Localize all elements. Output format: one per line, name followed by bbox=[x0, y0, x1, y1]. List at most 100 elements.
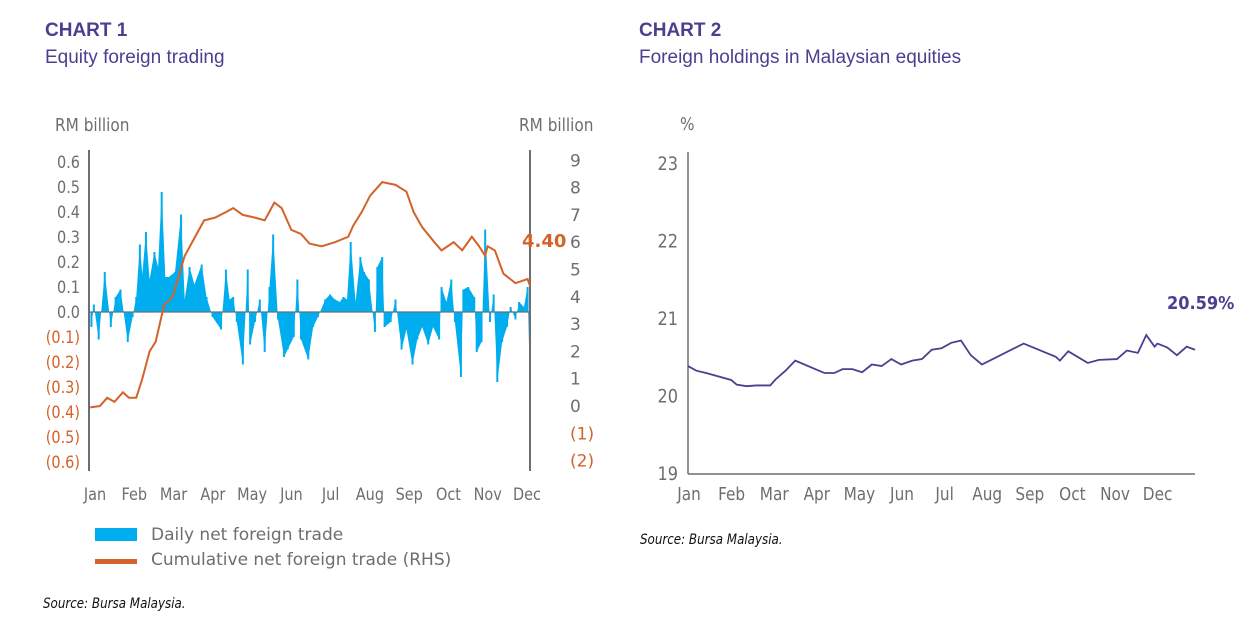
daily-trade-bar bbox=[475, 312, 478, 352]
x-tick-label: Dec bbox=[1143, 483, 1173, 505]
daily-trade-bar bbox=[505, 312, 508, 327]
daily-trade-bar bbox=[329, 294, 332, 312]
cumulative-end-annotation: 4.40 bbox=[522, 231, 566, 252]
x-tick-label: Dec bbox=[513, 484, 541, 504]
legend-swatch-daily bbox=[95, 528, 137, 541]
left-tick-label: 0.5 bbox=[57, 177, 80, 197]
chart2-axis-unit: % bbox=[680, 114, 695, 135]
x-tick-label: Oct bbox=[1059, 483, 1086, 505]
right-tick-label: 0 bbox=[570, 397, 581, 417]
right-tick-label: 1 bbox=[570, 370, 581, 390]
daily-trade-bar bbox=[346, 299, 349, 312]
daily-trade-bar bbox=[153, 252, 156, 312]
daily-trade-bar bbox=[307, 312, 310, 360]
daily-trade-bar bbox=[157, 267, 160, 312]
daily-trade-bar bbox=[514, 312, 517, 320]
x-tick-label: Jun bbox=[889, 483, 914, 505]
y-tick-label: 22 bbox=[657, 231, 678, 253]
daily-trade-bar bbox=[467, 287, 470, 312]
x-tick-label: Apr bbox=[804, 483, 831, 505]
left-tick-label: (0.5) bbox=[46, 427, 80, 447]
x-tick-label: Feb bbox=[718, 483, 745, 505]
daily-trade-bar bbox=[135, 297, 138, 312]
daily-trade-bar bbox=[432, 312, 435, 327]
daily-trade-bar bbox=[367, 279, 370, 312]
right-tick-label: 3 bbox=[570, 315, 581, 335]
daily-trade-bar bbox=[160, 192, 163, 312]
daily-trade-bar bbox=[445, 302, 448, 312]
right-tick-label: 2 bbox=[570, 342, 581, 362]
daily-trade-bar bbox=[459, 312, 462, 377]
daily-trade-bar bbox=[144, 232, 147, 312]
daily-trade-bar bbox=[164, 277, 167, 312]
foreign-holdings-line bbox=[687, 333, 1196, 388]
chart1-title: Equity foreign trading bbox=[45, 47, 225, 68]
daily-trade-bar bbox=[473, 297, 476, 312]
x-tick-label: Nov bbox=[474, 484, 502, 504]
daily-trade-bar bbox=[180, 214, 183, 312]
daily-trade-bar bbox=[496, 312, 499, 382]
daily-trade-bar bbox=[333, 299, 336, 312]
right-tick-label: 8 bbox=[570, 179, 581, 199]
daily-trade-bar bbox=[389, 312, 392, 322]
daily-trade-bar bbox=[138, 244, 141, 312]
daily-trade-bar bbox=[232, 297, 235, 312]
chart1-label: CHART 1 bbox=[45, 20, 128, 41]
chart1-right-axis-unit: RM billion bbox=[519, 115, 594, 136]
x-tick-label: Jan bbox=[83, 484, 106, 504]
chart2-source: Source: Bursa Malaysia. bbox=[640, 532, 783, 548]
right-tick-label: 5 bbox=[570, 261, 581, 281]
daily-trade-bar bbox=[283, 312, 286, 357]
left-tick-label: (0.3) bbox=[46, 377, 80, 397]
x-tick-label: Feb bbox=[121, 484, 147, 504]
daily-trade-bar bbox=[263, 312, 266, 352]
daily-trade-bar bbox=[90, 312, 93, 327]
right-tick-label: 6 bbox=[570, 233, 581, 253]
right-tick-label: 9 bbox=[570, 151, 581, 171]
daily-trade-bar bbox=[114, 297, 117, 312]
left-tick-label: (0.6) bbox=[46, 452, 80, 472]
daily-trade-bar bbox=[167, 277, 170, 312]
daily-trade-bar bbox=[235, 312, 238, 322]
daily-trade-bar bbox=[296, 279, 299, 312]
daily-trade-bar bbox=[480, 312, 483, 342]
daily-trade-bar bbox=[205, 297, 208, 312]
x-tick-label: Jul bbox=[934, 483, 953, 505]
daily-trade-bar bbox=[103, 272, 106, 312]
daily-trade-bar bbox=[286, 312, 289, 350]
daily-trade-bar bbox=[383, 312, 386, 327]
daily-trade-bar bbox=[268, 287, 271, 312]
daily-trade-bar bbox=[492, 294, 495, 312]
left-tick-label: 0.3 bbox=[57, 227, 80, 247]
x-tick-label: Sep bbox=[1015, 483, 1044, 505]
daily-trade-bar bbox=[373, 312, 376, 332]
daily-trade-bar bbox=[119, 289, 122, 312]
daily-trade-bar bbox=[363, 272, 366, 312]
daily-trade-bar bbox=[253, 312, 256, 322]
daily-trade-bar bbox=[338, 302, 341, 312]
daily-trade-bar bbox=[450, 279, 453, 312]
daily-trade-bar bbox=[131, 312, 134, 317]
daily-trade-bar bbox=[394, 299, 397, 312]
daily-trade-bar bbox=[427, 312, 430, 345]
x-tick-label: May bbox=[844, 483, 876, 505]
x-tick-label: Mar bbox=[160, 484, 188, 504]
daily-trade-bar bbox=[292, 312, 295, 337]
daily-trade-bar bbox=[92, 304, 95, 312]
x-tick-label: Aug bbox=[972, 483, 1002, 505]
daily-trade-bar bbox=[316, 312, 319, 317]
daily-trade-bar bbox=[462, 289, 465, 312]
daily-trade-bar bbox=[148, 279, 151, 312]
daily-trade-bar bbox=[126, 312, 129, 342]
x-tick-label: May bbox=[237, 484, 267, 504]
daily-trade-bar bbox=[342, 297, 345, 312]
left-tick-label: 0.0 bbox=[57, 302, 80, 322]
left-tick-label: (0.4) bbox=[46, 402, 80, 422]
daily-trade-bar bbox=[526, 287, 529, 312]
daily-trade-bar bbox=[411, 312, 414, 365]
cumulative-trade-line bbox=[90, 181, 531, 409]
daily-trade-bar bbox=[359, 257, 362, 312]
daily-trade-bar bbox=[421, 312, 424, 327]
daily-trade-bar bbox=[324, 299, 327, 312]
daily-trade-bar bbox=[522, 307, 525, 312]
